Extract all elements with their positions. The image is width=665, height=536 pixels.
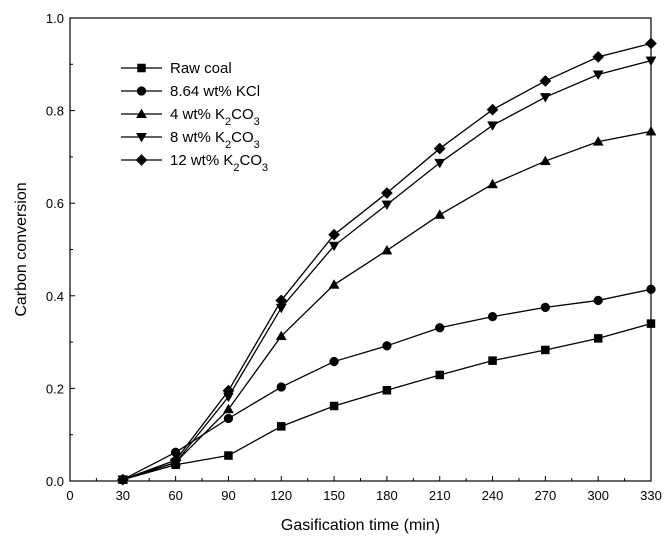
legend-label: 8.64 wt% KCl: [170, 83, 260, 100]
x-tick-label: 210: [429, 488, 451, 503]
data-point: [539, 75, 552, 87]
series-2: [118, 284, 656, 485]
y-axis-title: Carbon conversion: [13, 182, 30, 316]
legend-entry: Raw coal: [121, 60, 232, 77]
data-point: [276, 382, 286, 392]
data-point: [593, 334, 603, 343]
x-tick-label: 330: [640, 488, 662, 503]
data-point: [381, 244, 393, 255]
data-point: [645, 125, 657, 136]
x-tick-label: 90: [221, 488, 235, 503]
data-point: [328, 279, 340, 289]
data-point: [223, 413, 234, 424]
data-point: [222, 384, 235, 397]
data-point: [646, 319, 656, 328]
legend-label: 8 wt% K2CO3: [170, 129, 260, 151]
legend-marker: [137, 63, 146, 73]
y-tick-label: 1.0: [46, 11, 64, 26]
data-point: [592, 136, 604, 146]
data-point: [541, 345, 550, 355]
legend-entry: 8 wt% K2CO3: [121, 129, 260, 151]
series-line: [122, 288, 652, 481]
data-point: [382, 341, 392, 351]
data-point: [539, 155, 551, 166]
x-tick-label: 150: [323, 488, 345, 503]
legend-marker: [135, 154, 148, 166]
data-point: [329, 356, 339, 367]
data-point: [434, 209, 446, 219]
data-point: [435, 323, 445, 333]
legend-marker: [136, 133, 147, 143]
data-point: [328, 228, 341, 241]
data-point: [116, 473, 129, 486]
series-5: [116, 37, 657, 486]
plot-border: [69, 17, 652, 482]
data-point: [435, 370, 444, 380]
data-point: [486, 103, 499, 116]
data-point: [488, 356, 497, 365]
x-axis-title: Gasification time (min): [281, 517, 440, 534]
y-tick-label: 0.8: [46, 104, 64, 119]
x-tick-label: 60: [168, 488, 182, 503]
series-line: [122, 59, 652, 481]
data-point: [382, 386, 392, 395]
data-point: [275, 330, 287, 341]
legend-label: 4 wt% K2CO3: [170, 106, 260, 128]
data-point: [646, 284, 656, 294]
y-tick-label: 0.4: [46, 289, 64, 304]
data-point: [433, 142, 446, 155]
legend-entry: 4 wt% K2CO3: [121, 106, 260, 128]
y-tick-label: 0.6: [46, 196, 64, 211]
data-point: [434, 158, 446, 169]
y-tick-label: 0.2: [46, 381, 64, 396]
legend-entry: 8.64 wt% KCl: [121, 83, 260, 100]
data-point: [593, 295, 603, 306]
data-point: [223, 403, 234, 414]
legend-entry: 12 wt% K2CO3: [121, 152, 268, 174]
data-point: [329, 401, 339, 411]
data-point: [328, 241, 340, 252]
x-axis: 0 30 60 90 120 150 180 210 240 270 300 330: [66, 476, 662, 503]
x-tick-label: 0: [66, 488, 73, 503]
data-point: [645, 56, 657, 67]
y-tick-label: 0.0: [46, 474, 64, 489]
data-point: [277, 422, 286, 431]
data-point: [645, 37, 657, 50]
x-tick-label: 270: [535, 488, 557, 503]
data-point: [224, 451, 233, 460]
x-tick-label: 300: [587, 488, 609, 503]
data-point: [487, 121, 498, 131]
legend-marker: [136, 86, 147, 96]
data-point: [540, 302, 551, 313]
y-axis: 0.0 0.2 0.4 0.6 0.8 1.0: [46, 11, 75, 489]
data-point: [592, 50, 605, 63]
data-point: [487, 311, 498, 322]
legend-label: Raw coal: [170, 60, 232, 77]
x-tick-label: 180: [376, 488, 398, 503]
legend-marker: [136, 108, 147, 118]
legend-label: 12 wt% K2CO3: [170, 152, 268, 174]
series-line: [122, 130, 652, 481]
data-point: [275, 294, 288, 307]
data-point: [380, 187, 393, 199]
data-point: [539, 93, 551, 103]
x-tick-label: 120: [270, 488, 292, 503]
data-point: [487, 178, 498, 189]
data-point: [381, 200, 393, 211]
data-point: [592, 70, 604, 80]
plot-frame: [69, 17, 652, 482]
series-layer: [116, 37, 657, 486]
x-tick-label: 30: [116, 488, 130, 503]
x-tick-label: 240: [482, 488, 504, 503]
data-point: [169, 454, 182, 467]
